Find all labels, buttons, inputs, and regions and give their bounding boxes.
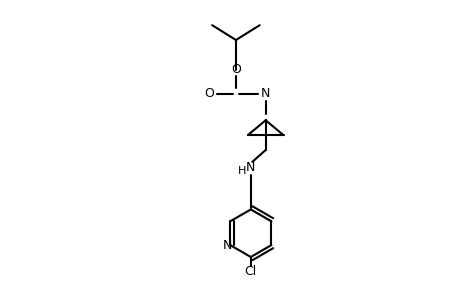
Text: O: O [204, 87, 214, 100]
Text: N: N [260, 87, 270, 100]
Text: N: N [222, 238, 231, 252]
Text: H: H [237, 166, 246, 176]
Text: Cl: Cl [244, 266, 257, 278]
Text: O: O [230, 63, 241, 76]
Text: N: N [246, 161, 255, 174]
